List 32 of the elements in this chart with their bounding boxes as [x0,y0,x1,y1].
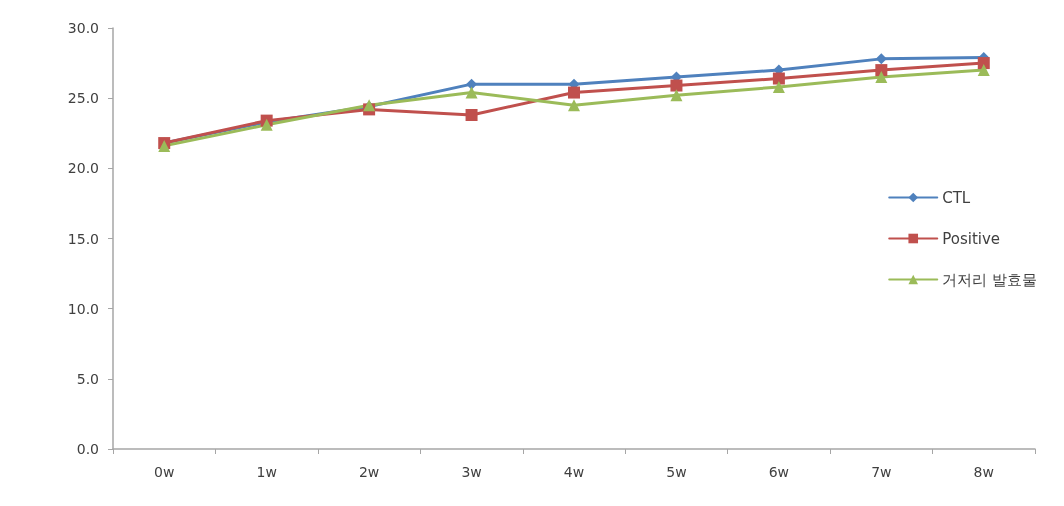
x-tick-label: 7w [871,464,892,480]
legend-label: CTL [942,188,971,207]
y-tick-label: 20.0 [67,160,99,177]
legend-label: Positive [942,229,1001,248]
x-tick-label: 2w [358,464,380,480]
y-tick-label: 0.0 [76,441,99,457]
x-tick-label: 5w [666,464,687,480]
legend-label: 거저리 발효물 [942,270,1038,289]
x-tick-label: 8w [973,464,994,480]
x-tick-label: 3w [461,464,482,480]
point [875,53,887,65]
point [465,109,478,122]
y-tick-label: 25.0 [67,90,99,107]
point [670,89,683,102]
x-tick-label: 0w [154,464,175,480]
point [465,86,478,99]
point [875,64,888,77]
y-tick-label: 15.0 [67,230,99,247]
x-tick-label: 4w [563,464,585,480]
point [772,80,785,93]
point [875,71,888,84]
point [568,86,580,99]
point [568,99,580,112]
point [977,57,990,70]
y-tick-label: 10.0 [67,300,99,317]
point [772,72,785,85]
x-tick-label: 1w [256,464,277,480]
y-tick-label: 5.0 [76,370,99,387]
point [670,79,683,92]
x-tick-label: 6w [768,464,790,480]
point [977,64,990,77]
y-tick-label: 30.0 [67,20,99,36]
